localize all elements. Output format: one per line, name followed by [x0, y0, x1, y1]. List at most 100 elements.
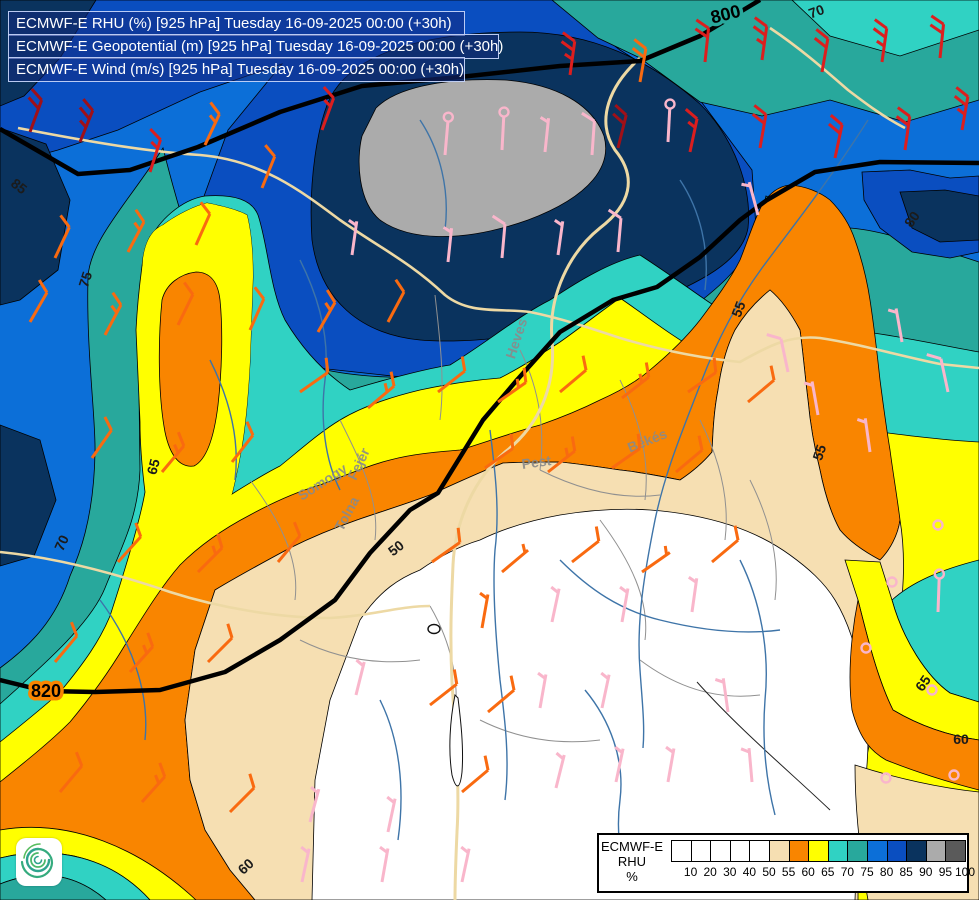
barb-feather [479, 591, 489, 600]
legend-tick-value: 30 [723, 865, 737, 879]
calm-wind-icon [442, 111, 455, 123]
barb-staff [614, 748, 625, 783]
barb-feather [753, 104, 767, 116]
legend-tick-value: 65 [821, 865, 835, 879]
barb-feather [872, 27, 887, 39]
barb-staff [600, 674, 611, 709]
wind-barb [641, 545, 671, 574]
legend-cell [671, 840, 692, 862]
wind-barb [887, 308, 904, 343]
barb-feather [325, 289, 337, 304]
wind-barb [740, 747, 754, 783]
barb-feather [813, 37, 828, 49]
met-service-logo [16, 838, 62, 886]
wind-barb [607, 208, 623, 253]
wind-barb [431, 527, 462, 564]
rh-contour-label: 65 [143, 457, 163, 476]
barb-staff [103, 304, 123, 336]
wind-barb [766, 333, 790, 373]
barb-feather [483, 755, 490, 771]
barb-staff [299, 371, 329, 394]
barb-feather [815, 28, 829, 40]
wind-barb [90, 416, 113, 459]
wind-barb [276, 521, 302, 563]
wind-barb [308, 785, 321, 823]
wind-barb [491, 214, 507, 259]
barb-feather [633, 38, 647, 50]
barb-staff [703, 28, 711, 63]
barb-feather [456, 527, 462, 543]
barb-staff [747, 378, 776, 404]
barb-feather [741, 182, 751, 188]
barb-staff [228, 786, 256, 814]
wind-barb [126, 208, 146, 253]
barb-feather [930, 14, 945, 26]
legend-label-param: RHU [617, 854, 647, 869]
barb-staff [126, 221, 146, 253]
wind-barb [621, 362, 651, 400]
barb-staff [621, 375, 650, 400]
barb-staff [501, 548, 530, 574]
barb-staff [196, 546, 224, 574]
barb-feather [27, 96, 40, 110]
legend-cell [925, 840, 947, 862]
barb-feather [564, 52, 574, 61]
wind-barb [665, 745, 676, 783]
barb-staff [28, 99, 44, 133]
barb-feather [386, 795, 396, 804]
barb-feather [324, 302, 332, 312]
barb-staff [538, 674, 548, 709]
wind-barb [479, 591, 490, 629]
geopotential-line-820 [0, 159, 979, 695]
rh-contour-label: 70 [806, 1, 826, 21]
barb-feather [555, 751, 565, 761]
wind-barb [571, 526, 601, 564]
wind-barb [933, 568, 946, 613]
wind-barb [78, 98, 95, 143]
barb-staff [688, 118, 699, 153]
wind-barb [886, 576, 898, 588]
legend-label: ECMWF-E RHU % [599, 835, 665, 884]
wind-barb [140, 762, 167, 804]
barb-feather [248, 773, 256, 789]
barb-feather [553, 218, 564, 227]
wind-barb [550, 585, 561, 623]
barb-staff [194, 213, 212, 246]
legend-tick-value: 70 [840, 865, 855, 879]
barb-feather [876, 39, 886, 48]
barb-feather [550, 585, 560, 594]
barb-staff [747, 747, 754, 783]
legend-cell [906, 840, 927, 862]
wind-barb [248, 286, 266, 331]
wind-barb [442, 226, 454, 263]
barb-feather [111, 291, 123, 306]
barb-staff [367, 384, 396, 410]
barb-staff [308, 788, 321, 823]
barb-feather [216, 533, 224, 549]
wind-barb [675, 435, 704, 474]
barb-staff [386, 291, 406, 323]
barb-staff [443, 120, 450, 156]
barb-staff [500, 223, 507, 259]
barb-feather [30, 88, 43, 102]
barb-staff [487, 688, 516, 714]
wind-barb [487, 675, 516, 714]
wind-barb [813, 28, 830, 73]
country-border [0, 26, 979, 620]
calm-wind-icon [933, 568, 946, 580]
barb-feather [887, 308, 898, 314]
barb-staff [939, 358, 950, 393]
title-wind-text: ECMWF-E Wind (m/s) [925 hPa] Tuesday 16-… [16, 61, 465, 78]
wind-barb [827, 114, 844, 159]
barb-feather [687, 575, 698, 584]
barb-feather [103, 416, 113, 431]
barb-staff [616, 217, 623, 253]
wind-barb [58, 751, 84, 793]
wind-barb [386, 278, 406, 323]
barb-feather [515, 378, 520, 388]
barb-feather [829, 114, 844, 126]
calm-wind-icon [860, 642, 872, 654]
barb-staff [300, 848, 311, 883]
legend-tick-value: 50 [762, 865, 776, 879]
barb-staff [833, 124, 844, 159]
